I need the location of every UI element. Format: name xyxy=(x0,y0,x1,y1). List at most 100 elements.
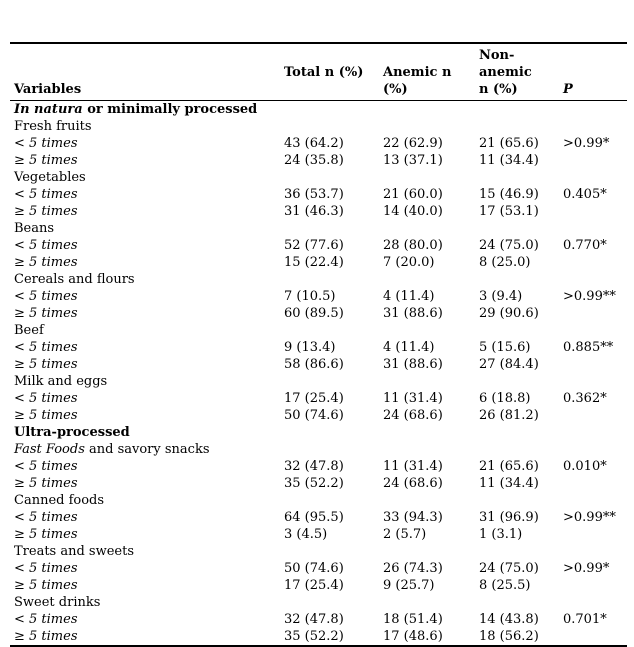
variable-cell: Vegetables xyxy=(14,170,86,185)
variable-cell: < 5 times xyxy=(14,510,78,525)
anemic-cell xyxy=(383,271,479,288)
total-cell xyxy=(284,220,383,237)
non-anemic-cell: 24 (75.0) xyxy=(479,238,539,253)
anemic-cell: 31 (88.6) xyxy=(383,357,443,372)
variable-cell: Treats and sweets xyxy=(14,544,135,559)
p-value-cell xyxy=(563,526,627,543)
total-cell: 15 (22.4) xyxy=(284,255,344,270)
table-row: Sweet drinks xyxy=(10,594,627,611)
anemic-cell: 31 (88.6) xyxy=(383,306,443,321)
non-anemic-cell xyxy=(479,373,563,390)
p-value-cell xyxy=(563,254,627,271)
table-header: Variables Total n (%) Anemic n (%) Non-a… xyxy=(10,43,627,101)
anemic-cell: 24 (68.6) xyxy=(383,408,443,423)
total-cell xyxy=(284,271,383,288)
total-cell xyxy=(284,441,383,458)
total-cell: 17 (25.4) xyxy=(284,578,344,593)
anemic-cell: 33 (94.3) xyxy=(383,510,443,525)
total-cell xyxy=(284,373,383,390)
table-row: Treats and sweets xyxy=(10,543,627,560)
variable-cell: < 5 times xyxy=(14,459,78,474)
column-header-p-value: P xyxy=(563,43,627,101)
table-row: ≥ 5 times 15 (22.4) 7 (20.0) 8 (25.0) xyxy=(10,254,627,271)
variable-cell: Milk and eggs xyxy=(14,374,108,389)
total-cell: 35 (52.2) xyxy=(284,629,344,644)
p-value-cell xyxy=(563,543,627,560)
header-row: Variables Total n (%) Anemic n (%) Non-a… xyxy=(10,43,627,101)
anemic-cell: 11 (31.4) xyxy=(383,391,443,406)
table-row: < 5 times 52 (77.6) 28 (80.0) 24 (75.0) 0.77… xyxy=(10,237,627,254)
variable-label-italic: In natura xyxy=(14,102,83,117)
anemic-cell: 2 (5.7) xyxy=(383,527,427,542)
variable-cell: ≥ 5 times xyxy=(14,357,78,372)
total-cell: 50 (74.6) xyxy=(284,408,344,423)
non-anemic-cell: 6 (18.8) xyxy=(479,391,531,406)
variable-cell: ≥ 5 times xyxy=(14,306,78,321)
variable-cell: < 5 times xyxy=(14,136,78,151)
variable-cell: < 5 times xyxy=(14,289,78,304)
non-anemic-cell xyxy=(479,271,563,288)
anemic-cell: 4 (11.4) xyxy=(383,289,435,304)
table-row: < 5 times 64 (95.5) 33 (94.3) 31 (96.9) >0.9… xyxy=(10,509,627,526)
p-value-cell xyxy=(563,169,627,186)
total-cell: 50 (74.6) xyxy=(284,561,344,576)
non-anemic-cell: 29 (90.6) xyxy=(479,306,539,321)
anemic-cell xyxy=(383,118,479,135)
p-value-cell xyxy=(563,475,627,492)
non-anemic-cell: 21 (65.6) xyxy=(479,459,539,474)
non-anemic-cell: 5 (15.6) xyxy=(479,340,531,355)
anemic-cell xyxy=(383,424,479,441)
non-anemic-cell xyxy=(479,322,563,339)
p-value-cell xyxy=(563,492,627,509)
total-cell xyxy=(284,424,383,441)
total-cell: 64 (95.5) xyxy=(284,510,344,525)
variable-cell: Beans xyxy=(14,221,55,236)
non-anemic-cell: 27 (84.4) xyxy=(479,357,539,372)
column-header-total: Total n (%) xyxy=(284,43,383,101)
anemic-cell xyxy=(383,594,479,611)
total-cell: 24 (35.8) xyxy=(284,153,344,168)
variable-cell: < 5 times xyxy=(14,561,78,576)
table-row: Beans xyxy=(10,220,627,237)
table-row: ≥ 5 times 17 (25.4) 9 (25.7) 8 (25.5) xyxy=(10,577,627,594)
anemic-cell xyxy=(383,169,479,186)
non-anemic-cell: 1 (3.1) xyxy=(479,527,523,542)
anemic-cell: 13 (37.1) xyxy=(383,153,443,168)
total-cell: 9 (13.4) xyxy=(284,340,336,355)
table-row: < 5 times 17 (25.4) 11 (31.4) 6 (18.8) 0.362… xyxy=(10,390,627,407)
variable-cell: Beef xyxy=(14,323,44,338)
non-anemic-cell xyxy=(479,169,563,186)
p-value-cell xyxy=(563,424,627,441)
total-cell xyxy=(284,322,383,339)
p-value-cell xyxy=(563,373,627,390)
non-anemic-cell: 3 (9.4) xyxy=(479,289,523,304)
table-row: < 5 times 36 (53.7) 21 (60.0) 15 (46.9) 0.40… xyxy=(10,186,627,203)
total-cell: 58 (86.6) xyxy=(284,357,344,372)
anemic-cell: 11 (31.4) xyxy=(383,459,443,474)
variable-cell: Fast Foods and savory snacks xyxy=(14,442,210,457)
non-anemic-cell xyxy=(479,424,563,441)
food-frequency-table-container: Variables Total n (%) Anemic n (%) Non-a… xyxy=(10,42,627,647)
total-cell: 7 (10.5) xyxy=(284,289,336,304)
variable-cell: ≥ 5 times xyxy=(14,629,78,644)
anemic-cell xyxy=(383,220,479,237)
anemic-cell xyxy=(383,101,479,119)
variable-cell: < 5 times xyxy=(14,187,78,202)
non-anemic-cell xyxy=(479,543,563,560)
total-cell: 31 (46.3) xyxy=(284,204,344,219)
anemic-cell: 28 (80.0) xyxy=(383,238,443,253)
anemic-cell xyxy=(383,441,479,458)
p-value-cell: >0.99** xyxy=(563,510,616,525)
column-header-non-anemic: Non-anemic n (%) xyxy=(479,43,563,101)
anemic-cell: 22 (62.9) xyxy=(383,136,443,151)
anemic-cell xyxy=(383,543,479,560)
variable-cell: Fresh fruits xyxy=(14,119,92,134)
variable-cell: In natura or minimally processed xyxy=(14,102,258,117)
variable-cell: ≥ 5 times xyxy=(14,408,78,423)
p-value-cell xyxy=(563,322,627,339)
total-cell xyxy=(284,594,383,611)
table-row: In natura or minimally processed xyxy=(10,101,627,119)
variable-cell: < 5 times xyxy=(14,340,78,355)
table-row: Beef xyxy=(10,322,627,339)
anemic-cell xyxy=(383,492,479,509)
